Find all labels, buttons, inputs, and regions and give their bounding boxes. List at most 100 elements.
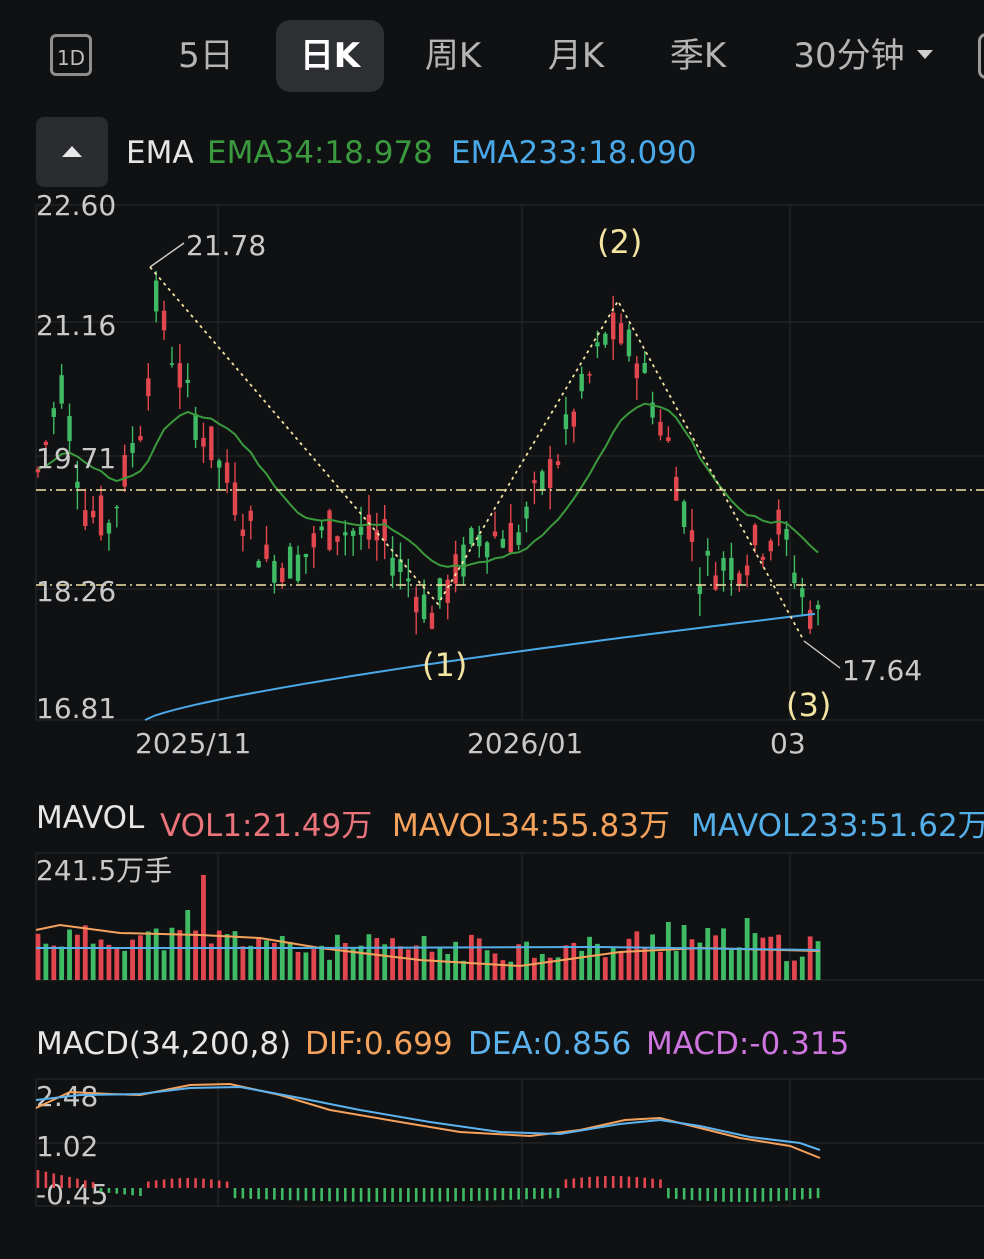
candle-body xyxy=(634,363,640,379)
macd-histogram-bar xyxy=(627,1176,631,1188)
tab-1d[interactable]: 1D xyxy=(50,34,92,76)
price-y-tick: 16.81 xyxy=(36,692,116,725)
candle-body xyxy=(689,530,695,542)
volume-bar xyxy=(752,933,758,980)
volume-bar xyxy=(303,952,309,980)
macd-histogram-bar xyxy=(383,1188,386,1202)
tab-5day[interactable]: 5日 xyxy=(178,36,234,76)
volume-bar xyxy=(681,925,687,980)
macd-histogram-bar xyxy=(643,1177,647,1188)
volume-bar xyxy=(626,938,632,980)
x-axis-tick: 2025/11 xyxy=(135,727,251,760)
candle-body xyxy=(114,506,119,509)
volume-bar xyxy=(634,931,640,980)
candle-body xyxy=(571,411,576,427)
tab-quarterly-k[interactable]: 季K xyxy=(669,36,727,76)
volume-bar xyxy=(138,935,143,980)
volume-bar xyxy=(618,951,624,980)
macd-histogram-bar xyxy=(162,1179,166,1188)
volume-bar xyxy=(327,959,332,980)
candle-body xyxy=(374,530,380,541)
candle-body xyxy=(516,532,521,545)
candle-body xyxy=(90,510,96,518)
volume-bar xyxy=(67,929,72,980)
tab-weekly-k[interactable]: 周K xyxy=(424,36,482,76)
tab-monthly-k[interactable]: 月K xyxy=(547,36,605,76)
macd-histogram-bar xyxy=(604,1176,607,1188)
macd-y-tick: -0.45 xyxy=(36,1178,108,1211)
macd-histogram-bar xyxy=(107,1188,111,1193)
macd-histogram-bar xyxy=(351,1188,355,1202)
volume-bar xyxy=(768,936,774,980)
tab-30min[interactable]: 30分钟 xyxy=(778,20,948,92)
volume-bar xyxy=(555,957,561,980)
candle-body xyxy=(815,604,821,610)
macd-histogram-bar xyxy=(147,1181,150,1188)
volume-bar xyxy=(437,946,443,980)
volume-bar xyxy=(224,934,230,980)
candle-body xyxy=(153,280,159,312)
candle-body xyxy=(563,414,569,430)
macd-histogram-bar xyxy=(533,1188,536,1199)
macd-histogram-bar xyxy=(36,1170,40,1188)
macd-histogram-bar xyxy=(60,1175,63,1188)
macd-histogram-bar xyxy=(280,1188,284,1200)
candle-body xyxy=(729,557,734,581)
x-axis-tick: 03 xyxy=(770,727,806,760)
volume-bars: 241.5万手 xyxy=(35,852,984,981)
more-indicators-icon[interactable] xyxy=(978,33,984,79)
volume-bar xyxy=(689,939,695,980)
candle-body xyxy=(209,426,214,461)
macd-value: MACD:-0.315 xyxy=(646,1026,850,1062)
volume-bar xyxy=(145,931,151,980)
candle-body xyxy=(335,536,340,542)
macd-histogram-bar xyxy=(170,1178,174,1188)
candle-body xyxy=(319,526,324,531)
vol1-value: VOL1:21.49万 xyxy=(160,808,373,844)
macd-histogram-bar xyxy=(730,1188,733,1202)
volume-bar xyxy=(476,938,482,980)
macd-histogram-bar xyxy=(438,1188,442,1202)
period-tabs: 1D 5日 日K 周K 月K 季K 30分钟 xyxy=(0,0,984,112)
volume-bar xyxy=(130,939,135,980)
low-leader-line xyxy=(803,640,841,669)
macd-histogram-bar xyxy=(556,1188,560,1199)
volume-bar xyxy=(185,910,191,980)
candle-body xyxy=(587,374,592,376)
collapse-indicator-button[interactable] xyxy=(36,117,108,187)
macd-histogram-bar xyxy=(698,1188,702,1201)
candle-body xyxy=(453,554,458,584)
candle-body xyxy=(280,567,285,583)
x-axis-tick: 2026/01 xyxy=(467,727,583,760)
macd-histogram-bar xyxy=(414,1188,418,1202)
macd-histogram-bar xyxy=(430,1188,434,1202)
candle-body xyxy=(264,544,269,559)
volume-bar xyxy=(673,950,679,980)
candle-body xyxy=(327,510,332,550)
tab-daily-k[interactable]: 日K xyxy=(276,20,384,92)
macd-histogram-bar xyxy=(273,1188,276,1200)
volume-bar xyxy=(271,942,277,980)
macd-histogram-bar xyxy=(635,1177,639,1188)
macd-y-tick: 1.02 xyxy=(36,1130,98,1163)
volume-bar xyxy=(587,936,592,980)
volume-bar xyxy=(248,945,254,980)
macd-histogram-bar xyxy=(320,1188,323,1202)
candle-body xyxy=(146,378,151,397)
candle-body xyxy=(98,495,104,536)
candle-body xyxy=(674,476,679,501)
volume-bar xyxy=(728,949,734,980)
macd-histogram-bar xyxy=(68,1176,71,1188)
macd-histogram-bar xyxy=(241,1188,245,1199)
volume-bar xyxy=(429,951,435,980)
macd-histogram-bar xyxy=(588,1176,591,1188)
volume-bar xyxy=(216,930,222,980)
volume-bar xyxy=(390,938,395,980)
macd-histogram-bar xyxy=(217,1180,221,1188)
volume-bar xyxy=(208,943,214,980)
macd-histogram-bar xyxy=(99,1188,103,1193)
macd-histogram-bar xyxy=(304,1188,308,1201)
volume-bar xyxy=(382,944,388,980)
volume-bar xyxy=(319,945,325,980)
volume-bar xyxy=(177,930,183,980)
